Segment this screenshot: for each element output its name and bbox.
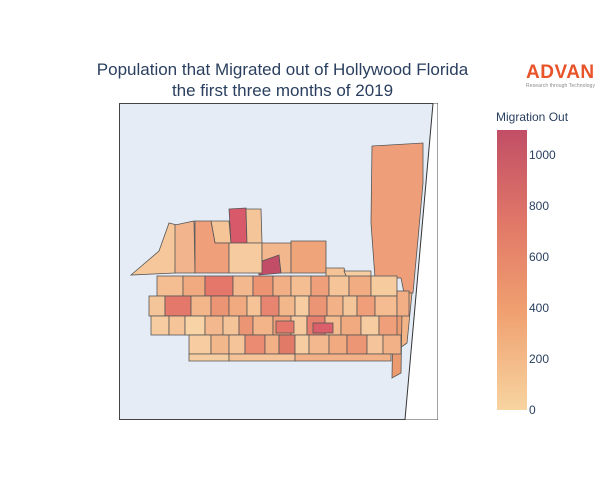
region-grid-row4[interactable] — [188, 334, 402, 355]
chart-title-line1: Population that Migrated out of Hollywoo… — [96, 60, 469, 79]
region-b-inner[interactable] — [312, 322, 334, 334]
colorbar-tick: 0 — [529, 403, 536, 417]
choropleth-map[interactable] — [119, 103, 439, 421]
colorbar — [497, 130, 527, 410]
region-east-beach-strip[interactable] — [370, 142, 424, 294]
region-grid-row2[interactable] — [148, 290, 410, 317]
region-south-east[interactable] — [294, 353, 392, 362]
colorbar-title: Migration Out — [496, 110, 569, 124]
advan-logo: ADVAN Research through Technology — [526, 62, 598, 90]
logo-wordmark: ADVAN — [526, 62, 595, 83]
colorbar-tick: 600 — [529, 250, 550, 265]
region-top-tower-2[interactable] — [245, 208, 263, 244]
region-b[interactable] — [228, 242, 263, 274]
colorbar-tick: 800 — [529, 199, 550, 214]
region-grid-row3[interactable] — [150, 315, 398, 336]
colorbar-tick: 1000 — [529, 148, 556, 163]
region-nw-2[interactable] — [174, 220, 196, 274]
region-south-mid[interactable] — [228, 353, 296, 362]
region-d[interactable] — [290, 240, 327, 274]
coastline — [404, 103, 434, 420]
colorbar-gradient — [497, 130, 527, 410]
region-south-west[interactable] — [188, 353, 230, 362]
chart-title-line2: the first three months of 2019 — [171, 81, 394, 100]
region-grid-row1[interactable] — [156, 275, 398, 297]
chart-title: Population that Migrated out of Hollywoo… — [40, 59, 525, 101]
colorbar-tick: 200 — [529, 352, 550, 367]
colorbar-tick: 400 — [529, 301, 550, 316]
logo-tagline: Research through Technology — [526, 83, 596, 89]
region-top-tower[interactable] — [228, 207, 248, 244]
region-nw-arm[interactable] — [129, 222, 178, 276]
region-d-inner[interactable] — [275, 320, 295, 334]
ocean-area — [405, 103, 438, 420]
